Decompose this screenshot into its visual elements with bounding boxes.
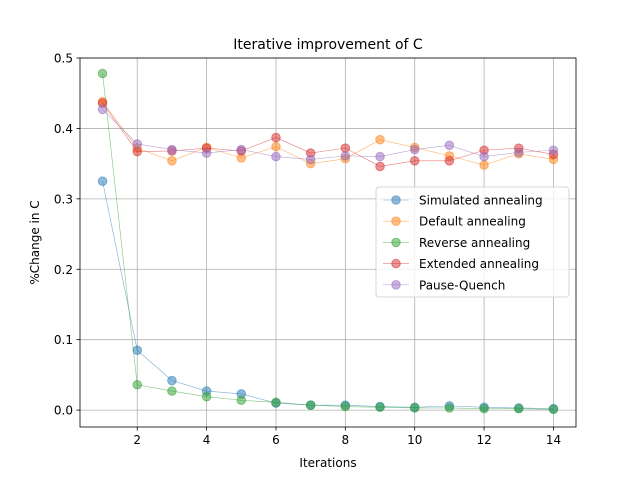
x-axis-label: Iterations [299, 456, 356, 470]
data-point [305, 154, 316, 165]
y-tick-label: 0.2 [54, 263, 73, 277]
data-point [479, 403, 489, 414]
data-point [340, 401, 351, 412]
data-point [548, 404, 559, 415]
data-point [97, 176, 108, 187]
data-point [97, 104, 108, 115]
data-point [132, 345, 143, 356]
data-point [340, 151, 351, 161]
data-point [479, 151, 489, 162]
data-point [305, 400, 316, 410]
axes-frame [79, 57, 577, 428]
legend: Simulated annealing Default annealing Reve… [375, 186, 570, 298]
data-point [271, 132, 281, 143]
x-tick-label: 14 [546, 433, 561, 447]
series-pause-quench [97, 104, 559, 165]
series-line [102, 102, 554, 167]
data-point [375, 134, 385, 145]
chart-title: Iterative improvement of C [233, 37, 423, 53]
legend-label: Pause-Quench [419, 278, 505, 292]
data-point [409, 403, 420, 413]
x-tick-label: 12 [476, 433, 491, 447]
legend-label: Simulated annealing [419, 194, 543, 208]
legend-label: Default annealing [419, 215, 526, 229]
legend-marker [391, 216, 401, 226]
data-point [201, 148, 212, 158]
data-point [409, 144, 420, 155]
legend-label: Reverse annealing [419, 236, 530, 250]
series-line [102, 181, 554, 409]
legend-marker [391, 195, 401, 205]
legend-marker [391, 258, 401, 269]
data-point [479, 160, 489, 170]
y-tick-label: 0.5 [54, 52, 73, 66]
data-point [444, 156, 455, 166]
series-layer [97, 68, 559, 415]
data-point [167, 156, 177, 166]
y-tick-label: 0.1 [54, 333, 73, 347]
data-point [271, 151, 281, 162]
x-tick-label: 8 [342, 433, 350, 447]
legend-marker [391, 280, 401, 290]
data-point [271, 397, 281, 408]
series-reverse-annealing [97, 68, 559, 415]
data-point [375, 151, 385, 162]
x-tick-label: 10 [407, 433, 422, 447]
y-tick-label: 0.3 [54, 192, 73, 206]
data-point [444, 140, 455, 151]
series-line [102, 73, 554, 410]
legend-box [375, 186, 570, 298]
data-point [167, 144, 177, 155]
data-point [132, 379, 143, 390]
data-point [236, 144, 247, 155]
data-point [132, 139, 143, 149]
data-point [271, 141, 281, 152]
ticks-layer: 2 4 6 8 10 12 14 0.0 0.1 0.2 0.3 0.4 0.5 [54, 52, 561, 448]
data-point [167, 375, 177, 386]
y-tick-label: 0.0 [54, 404, 73, 418]
data-point [236, 395, 247, 406]
data-point [97, 68, 108, 79]
data-point [375, 161, 385, 172]
series-line [102, 109, 554, 160]
data-point [201, 391, 212, 402]
data-point [444, 403, 455, 413]
data-point [548, 145, 559, 156]
y-tick-label: 0.4 [54, 122, 73, 136]
legend-label: Extended annealing [419, 257, 539, 271]
data-point [409, 156, 420, 166]
data-point [167, 386, 177, 396]
x-tick-label: 4 [203, 433, 211, 447]
x-tick-label: 2 [133, 433, 141, 447]
data-point [513, 147, 524, 158]
data-point [513, 403, 524, 414]
x-tick-label: 6 [272, 433, 280, 447]
series-line [102, 101, 554, 166]
data-point [375, 402, 385, 413]
legend-marker [391, 237, 401, 248]
y-axis-label: %Change in C [28, 200, 42, 284]
